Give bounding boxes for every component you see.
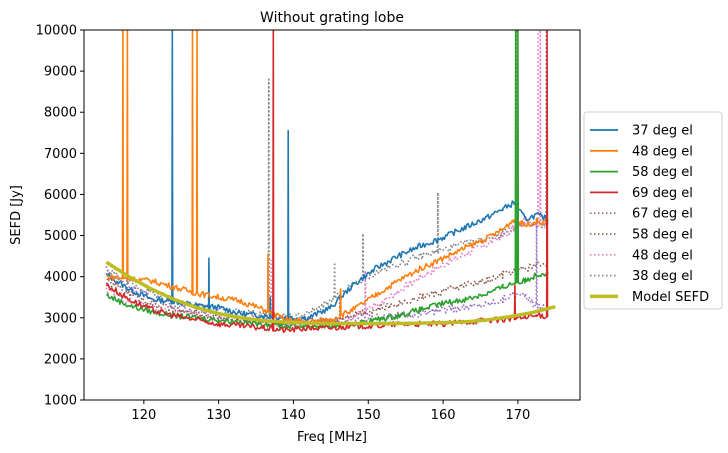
- x-tick-label: 170: [505, 408, 530, 423]
- y-tick-label: 1000: [44, 394, 77, 409]
- y-tick-label: 3000: [44, 311, 77, 326]
- y-tick-label: 10000: [36, 24, 77, 39]
- y-axis: 1000 2000 3000 4000 5000 6000 7000 8000 9000 1000…: [36, 24, 84, 409]
- y-axis-label: SEFD [Jy]: [9, 185, 24, 245]
- y-tick-label: 5000: [44, 229, 77, 244]
- series-line-48-deg-el: [106, 30, 549, 326]
- y-tick-label: 9000: [44, 65, 77, 80]
- x-axis-label: Freq [MHz]: [297, 430, 367, 445]
- legend-label: 58 deg el: [632, 228, 693, 243]
- y-tick-label: 4000: [44, 270, 77, 285]
- series-line-38-deg-el: [105, 30, 549, 322]
- y-tick-label: 2000: [44, 352, 77, 367]
- legend-label: Model SEFD: [632, 290, 709, 305]
- x-tick-label: 140: [281, 408, 306, 423]
- series-layer: [105, 30, 557, 334]
- x-axis: 120 130 140 150 160 170: [131, 400, 530, 423]
- x-tick-label: 120: [131, 408, 156, 423]
- y-tick-label: 6000: [44, 188, 77, 203]
- y-tick-label: 8000: [44, 106, 77, 121]
- legend-label: 48 deg el: [632, 144, 693, 159]
- x-tick-label: 130: [206, 408, 231, 423]
- legend-label: 38 deg el: [632, 269, 693, 284]
- legend: 37 deg el 48 deg el 58 deg el 69 deg el 67 d…: [583, 111, 723, 310]
- x-tick-label: 150: [356, 408, 381, 423]
- x-tick-label: 160: [431, 408, 456, 423]
- legend-label: 69 deg el: [632, 186, 693, 201]
- legend-frame: [583, 111, 723, 310]
- series-line-model-sefd: [105, 260, 557, 326]
- legend-label: 58 deg el: [632, 165, 693, 180]
- y-tick-label: 7000: [44, 147, 77, 162]
- legend-label: 67 deg el: [632, 207, 693, 222]
- series-line-37-deg-el: [105, 30, 549, 322]
- legend-label: 48 deg el: [632, 248, 693, 263]
- chart-title: Without grating lobe: [260, 10, 404, 26]
- axes-frame: [83, 29, 581, 401]
- series-line-67-deg-el: [105, 218, 549, 327]
- legend-label: 37 deg el: [632, 124, 693, 139]
